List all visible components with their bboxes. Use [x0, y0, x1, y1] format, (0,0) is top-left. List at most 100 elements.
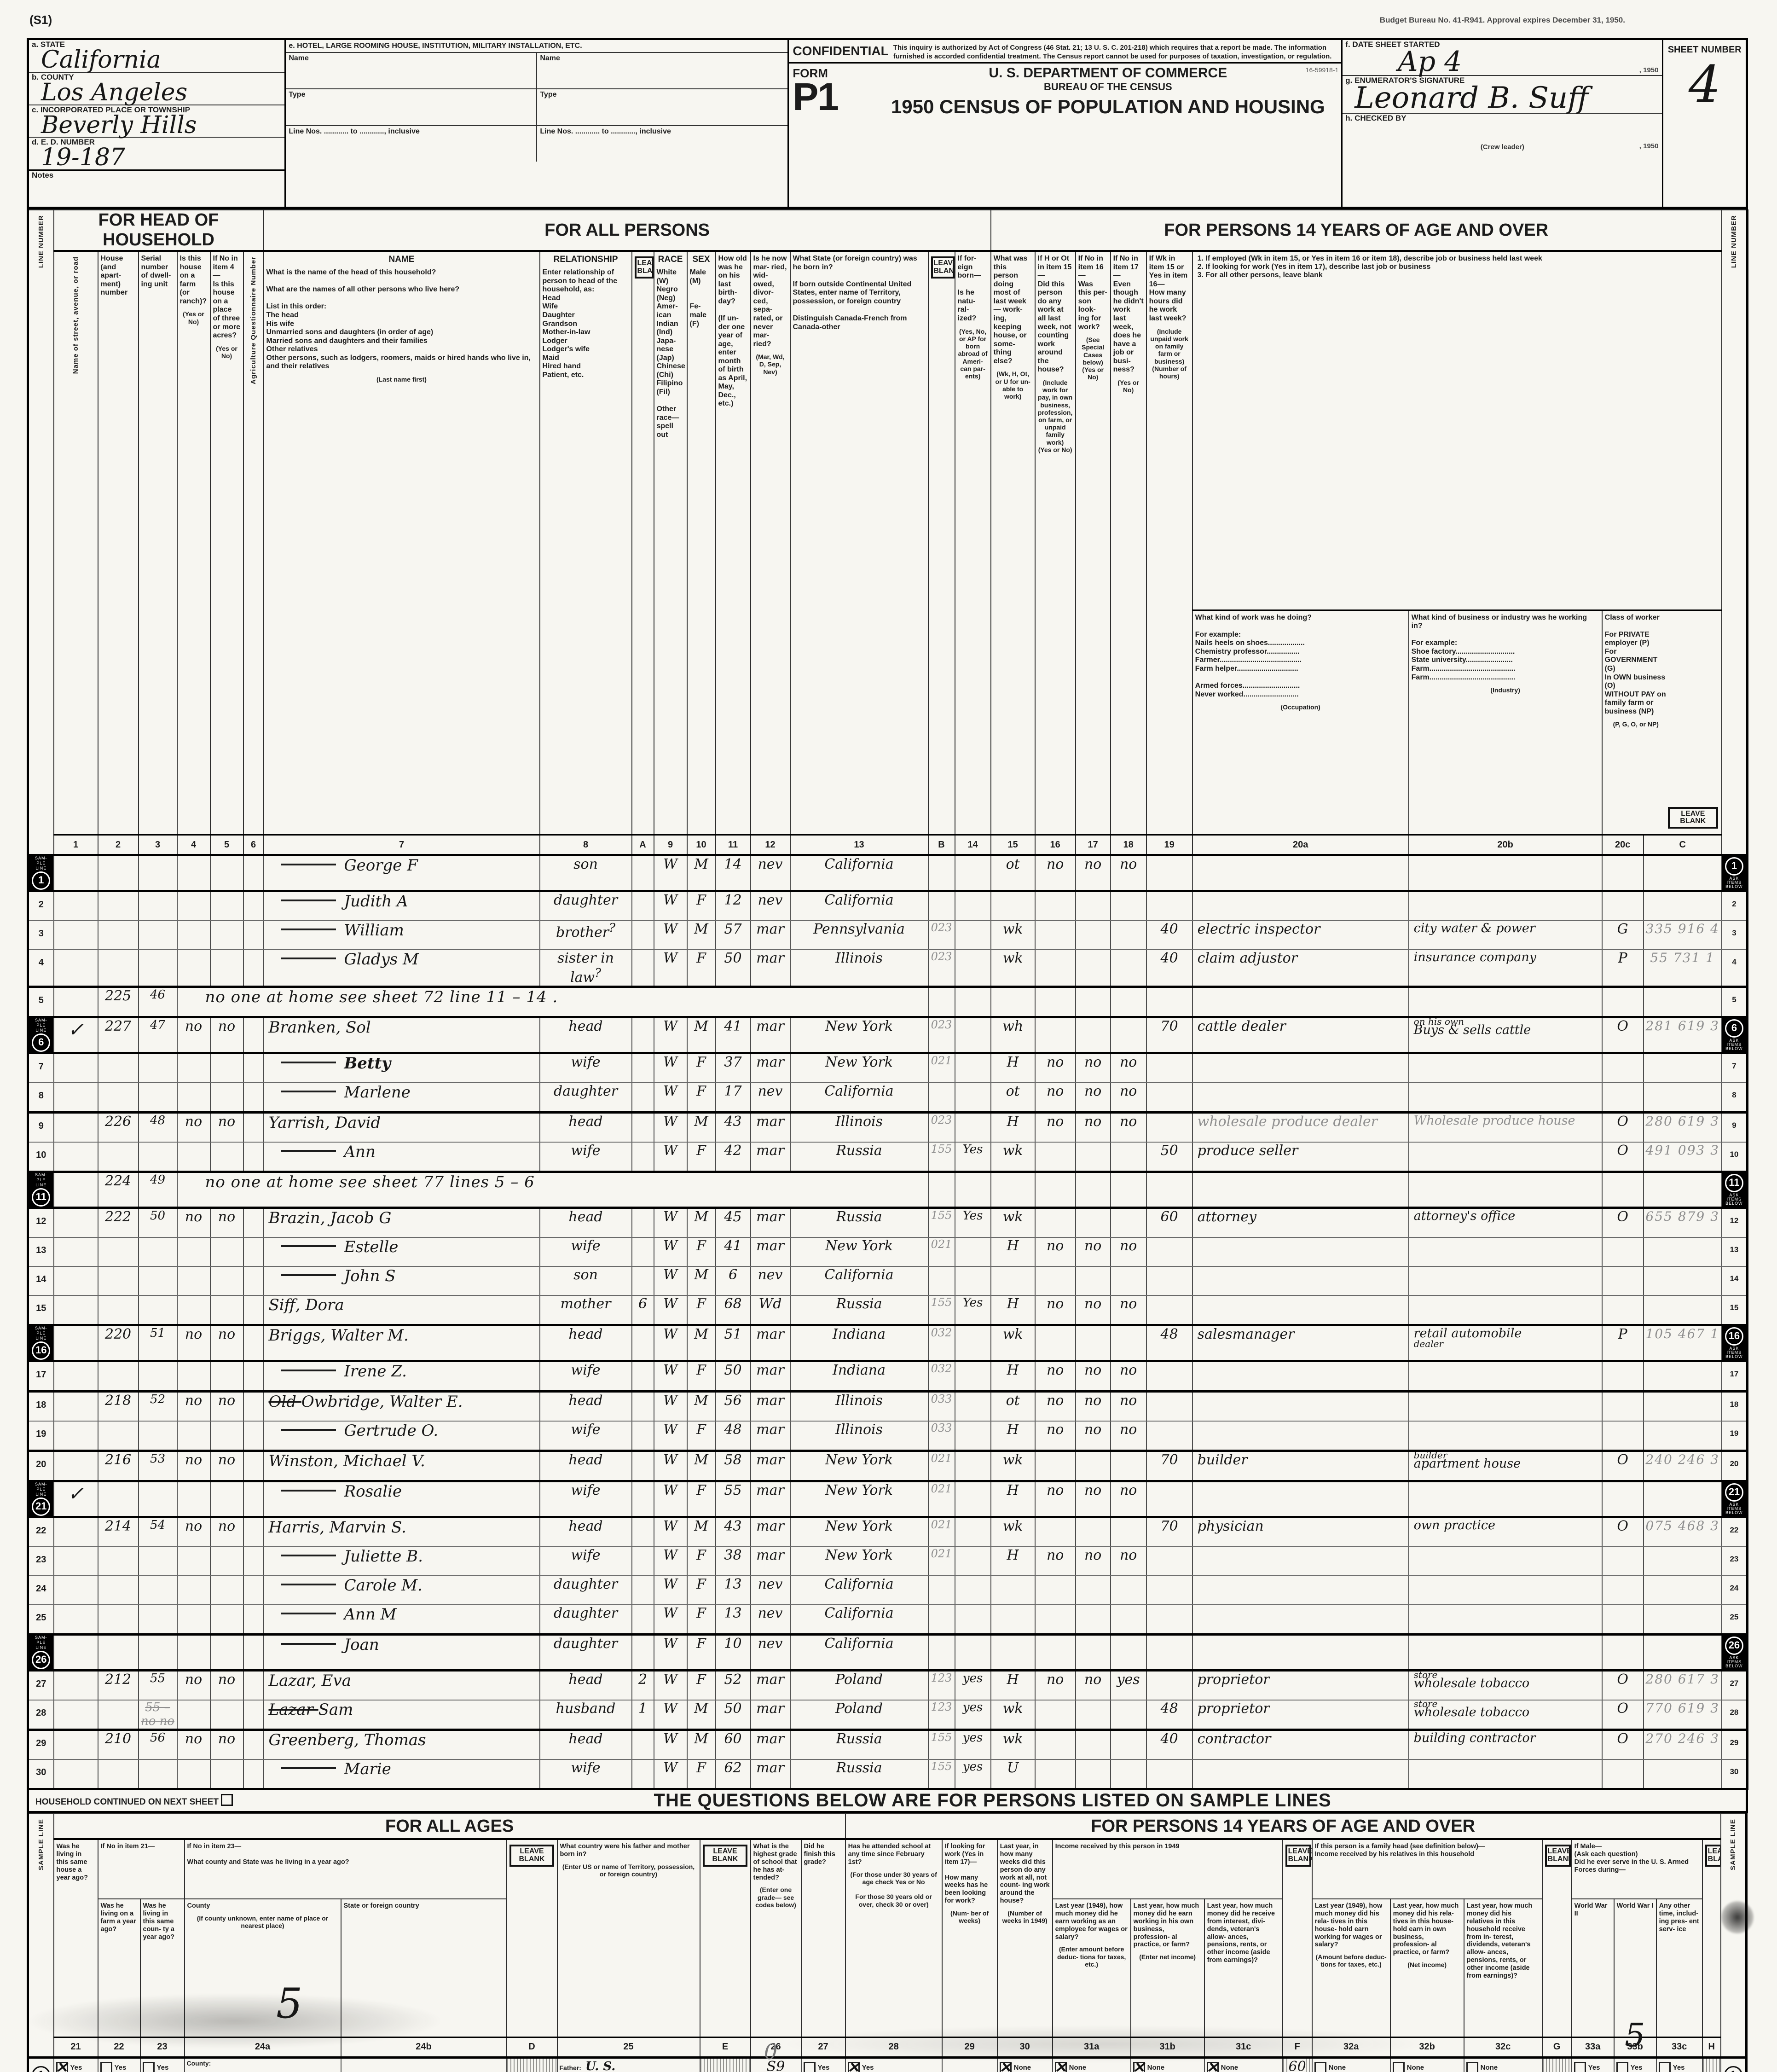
leave-blank-a-cell	[631, 1729, 654, 1760]
class-of-worker-cell	[1601, 1082, 1644, 1113]
name-cell: Lazar Sam	[263, 1700, 540, 1730]
group-title-0: FOR HEAD OF HOUSEHOLD	[53, 209, 264, 252]
house-number-cell	[97, 1480, 139, 1519]
col-desc-smpL: SAMPLE LINE	[27, 1813, 54, 2059]
county-label: b. COUNTY	[32, 72, 74, 81]
agq-cell	[243, 920, 264, 951]
industry-cell: store wholesale tobacco	[1408, 1669, 1603, 1701]
person-row: 18 218 52 no no Old Owbridge, Walter E. head W M…	[27, 1390, 1748, 1422]
hours-cell	[1146, 890, 1193, 922]
naturalized-cell: yes	[954, 1700, 991, 1730]
col-desc-street: Name of street, avenue, or road	[53, 250, 98, 836]
occupation-cell: contractor	[1192, 1729, 1409, 1760]
item-15-cell: wh	[990, 1016, 1036, 1055]
col-desc-lnR: LINE NUMBER	[1721, 209, 1748, 856]
line-number-left: 5	[27, 986, 54, 1018]
name-cell: Branken, Sol	[263, 1016, 540, 1055]
leave-blank-a-cell	[631, 1450, 654, 1482]
age-cell: 50	[715, 1360, 751, 1392]
farm-cell	[176, 1633, 211, 1672]
person-row: SAM- PLE LINE 21 ✓ Rosalie wife W F 55 mar New York…	[27, 1480, 1748, 1519]
acres-cell	[209, 1295, 244, 1326]
bp-cell: New York	[789, 1016, 929, 1055]
line-number-right: 10	[1721, 1142, 1748, 1172]
col-desc-agq: Agriculture Questionnaire Number	[243, 250, 264, 836]
sample-col-num-E: E	[699, 2036, 751, 2059]
sample-col-num-i31c: 31c	[1204, 2036, 1283, 2059]
occupation-cell	[1192, 854, 1409, 893]
line-number-left: SAM- PLE LINE 6	[27, 1016, 54, 1055]
occupation-cell	[1192, 1633, 1409, 1672]
age-cell: 41	[715, 1016, 751, 1055]
occupation-cell	[1192, 1421, 1409, 1451]
bp-cell: California	[789, 1575, 929, 1606]
street-cell	[53, 1360, 98, 1392]
item-18-cell: no	[1110, 1390, 1147, 1422]
col-num-A: A	[631, 834, 654, 857]
industry-cell: building contractor	[1408, 1729, 1603, 1760]
race-cell: W	[653, 1237, 688, 1267]
line-number-right: 28	[1721, 1700, 1748, 1730]
col-desc-B: LEAVE BLANK	[927, 250, 955, 836]
item-16-cell	[1034, 986, 1076, 1018]
mar-cell: mar	[750, 1142, 791, 1172]
relationship-cell: head	[539, 1390, 632, 1422]
name-cell: Lazar, Eva	[263, 1669, 540, 1701]
street-cell	[53, 1266, 98, 1296]
q23: YesNo	[141, 2061, 184, 2072]
agq-cell	[243, 1390, 264, 1422]
acres-cell	[209, 1546, 244, 1577]
acres-cell	[209, 1421, 244, 1451]
race-cell: W	[653, 1546, 688, 1577]
sex-cell: M	[686, 1390, 716, 1422]
person-row: SAM- PLE LINE 16 220 51 no no Briggs, Walter M. h…	[27, 1324, 1748, 1363]
occupation-cell	[1192, 890, 1409, 922]
serial-number-cell: 48	[138, 1111, 178, 1143]
ditto-mark	[280, 1370, 336, 1372]
agq-cell	[243, 890, 264, 922]
acres-cell: no	[209, 1450, 244, 1482]
class-of-worker-cell	[1601, 1295, 1644, 1326]
relationship-cell: head	[539, 1729, 632, 1760]
item-16-cell: no	[1034, 1421, 1076, 1451]
ditto-mark	[280, 1150, 336, 1152]
agq-cell	[243, 1295, 264, 1326]
line-number-left: 24	[27, 1575, 54, 1606]
bp-cell: Illinois	[789, 1421, 929, 1451]
income-wages-none-checkbox	[1054, 2060, 1067, 2072]
street-cell	[53, 1052, 98, 1084]
ditto-mark	[280, 1091, 336, 1093]
occupation-cell	[1192, 1052, 1409, 1084]
acres-cell	[209, 1633, 244, 1672]
race-cell: W	[653, 1450, 688, 1482]
line-number-left: 30	[27, 1759, 54, 1790]
col-desc-nat: If for- eign born— Is he natu- ral- ized…	[954, 250, 991, 836]
serial-number-cell	[138, 1052, 178, 1084]
col-desc-A: LEAVE BLANK	[631, 250, 654, 836]
relationship-cell: head	[539, 1111, 632, 1143]
office-code-cell: 335 916 4	[1643, 920, 1722, 951]
house-number-cell	[97, 890, 139, 922]
sample-line-badge: SAM- PLE LINE 1	[29, 857, 53, 889]
scan-smudge	[28, 1993, 442, 2049]
leave-blank-a-cell	[631, 1324, 654, 1363]
col-desc-c33c: Any other time, includ- ing pres- ent se…	[1655, 1898, 1703, 2038]
farm-cell	[176, 1421, 211, 1451]
item-16-cell	[1034, 1516, 1076, 1548]
other-service-yes-checkbox	[1658, 2061, 1671, 2072]
sample-line-badge-right: 16 ASK ITEMS BELOW	[1722, 1327, 1747, 1359]
col-desc-i31c: Last year, how much money did he receive…	[1204, 1898, 1283, 2038]
acres-cell: no	[209, 1390, 244, 1422]
age-cell: 52	[715, 1669, 751, 1701]
leave-blank-d-cell	[506, 2056, 558, 2072]
item-16-cell	[1034, 1604, 1076, 1635]
item-18-cell	[1110, 1575, 1147, 1606]
sex-cell: F	[686, 1360, 716, 1392]
naturalized-cell	[954, 1421, 991, 1451]
item-15-cell: H	[990, 1111, 1036, 1143]
name-cell: Estelle	[263, 1237, 540, 1267]
relationship-cell: wife	[539, 1546, 632, 1577]
col-desc-c33b: World War I	[1613, 1898, 1657, 2038]
mar-cell: mar	[750, 1700, 791, 1730]
